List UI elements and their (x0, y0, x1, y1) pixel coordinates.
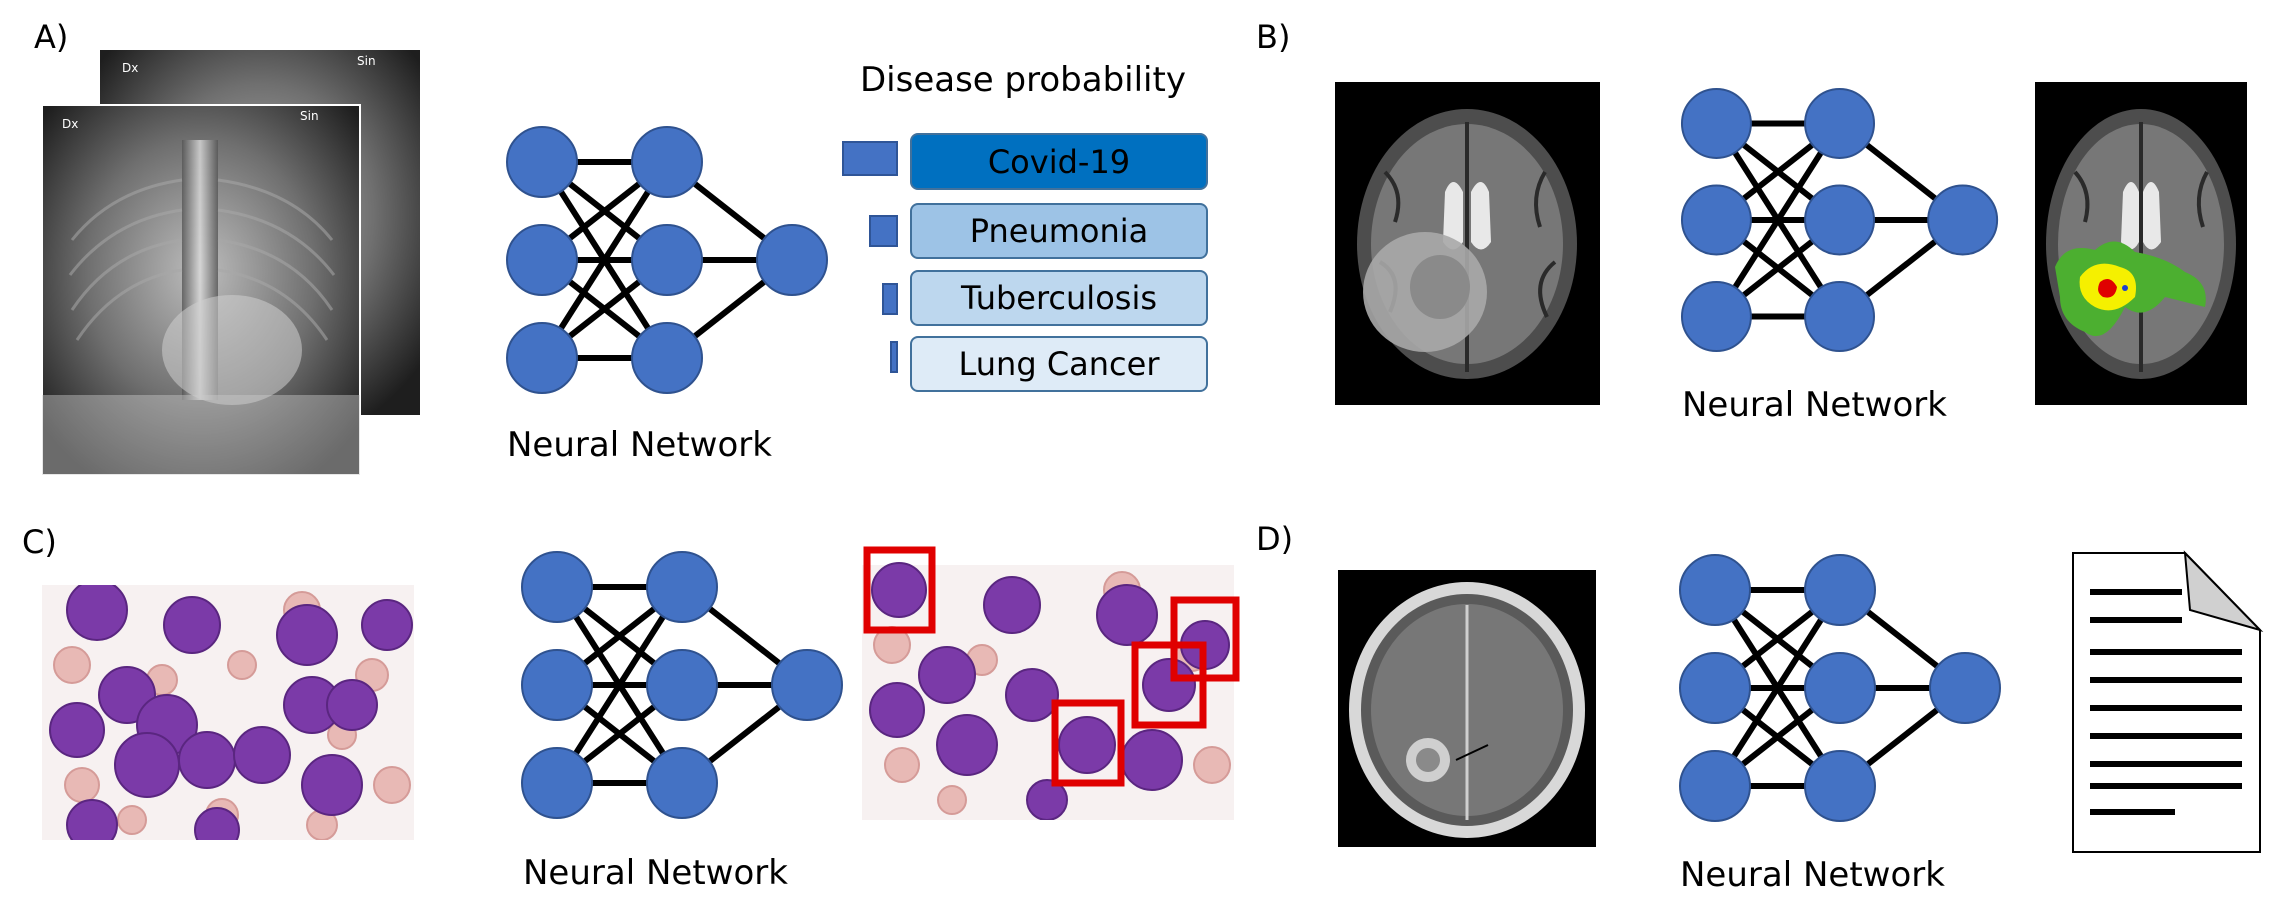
probability-bar-covid (842, 141, 898, 176)
chest-xray-image: Dx Sin Dx Sin (42, 50, 420, 475)
network-label-c: Neural Network (523, 853, 788, 893)
xray-marker-dx-back: Dx (122, 61, 138, 75)
probability-bar-pneumonia (869, 215, 898, 247)
brain-mri-t1-image (1338, 570, 1596, 847)
probability-bar-lung-cancer (890, 341, 898, 373)
network-label-d: Neural Network (1680, 855, 1945, 895)
panel-a-label: A) (34, 18, 69, 56)
xray-marker-dx: Dx (62, 117, 78, 131)
document-icon (2072, 550, 2264, 853)
class-box-lung-cancer: Lung Cancer (910, 336, 1208, 392)
brain-mri-image (1335, 82, 1600, 405)
network-label-b: Neural Network (1682, 385, 1947, 425)
detection-boxes-image (862, 546, 1240, 820)
detection-box-1 (863, 546, 936, 634)
panel-c-label: C) (22, 523, 57, 561)
segmentation-mask-image (2035, 82, 2247, 405)
network-label-a: Neural Network (507, 425, 772, 465)
detection-box-2 (1051, 699, 1125, 787)
blood-cell-microscopy-image (42, 585, 414, 840)
neural-network-icon-b (1680, 88, 1999, 352)
neural-network-icon-a (506, 126, 828, 394)
class-box-tuberculosis: Tuberculosis (910, 270, 1208, 326)
panel-d-label: D) (1256, 520, 1294, 558)
class-box-pneumonia: Pneumonia (910, 203, 1208, 259)
neural-network-icon-d (1679, 554, 2001, 822)
panel-b-label: B) (1256, 18, 1291, 56)
neural-network-icon-c (521, 551, 843, 819)
detection-box-4 (1170, 596, 1240, 682)
class-box-covid: Covid-19 (910, 133, 1208, 190)
xray-marker-sin-back: Sin (357, 54, 376, 68)
disease-probability-title: Disease probability (860, 60, 1186, 100)
xray-marker-sin: Sin (300, 109, 319, 123)
probability-bar-tuberculosis (882, 283, 898, 315)
detection-box-3 (1131, 641, 1207, 729)
